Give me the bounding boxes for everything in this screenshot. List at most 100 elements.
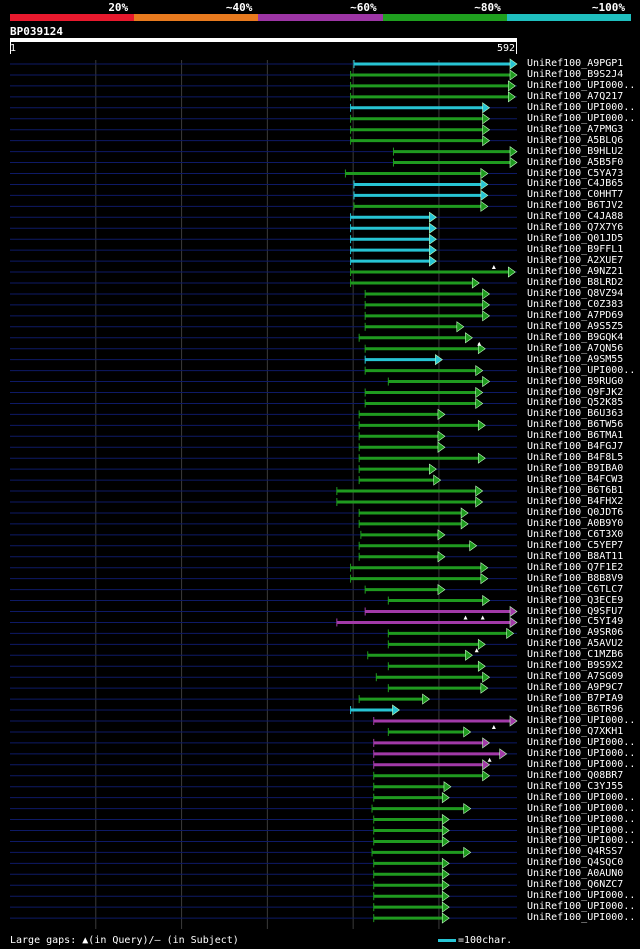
hit-label[interactable]: UniRef100_Q3ECE9 — [527, 594, 624, 606]
hit-label[interactable]: UniRef100_B4FCW3 — [527, 474, 624, 486]
hit-end-arrow — [482, 299, 491, 311]
hit-label[interactable]: UniRef100_Q7XKH1 — [527, 725, 624, 737]
hit-label[interactable]: UniRef100_UPI000.. — [527, 824, 636, 836]
hit-label[interactable]: UniRef100_B6TMA1 — [527, 430, 624, 442]
gap-marker — [491, 265, 496, 270]
hit-label[interactable]: UniRef100_Q6NZC7 — [527, 879, 624, 891]
hit-label[interactable]: UniRef100_UPI000.. — [527, 901, 636, 913]
hit-label[interactable]: UniRef100_Q8VZ94 — [527, 287, 624, 299]
hit-label[interactable]: UniRef100_UPI000.. — [527, 835, 636, 847]
hit-label[interactable]: UniRef100_UPI000.. — [527, 101, 636, 113]
hit-label[interactable]: UniRef100_UPI000.. — [527, 802, 636, 814]
hit-label[interactable]: UniRef100_B4FGJ7 — [527, 441, 624, 453]
hit-label[interactable]: UniRef100_UPI000.. — [527, 791, 636, 803]
hit-label[interactable]: UniRef100_A7QN56 — [527, 342, 624, 354]
hit-label[interactable]: UniRef100_C4JB65 — [527, 178, 624, 190]
hit-label[interactable]: UniRef100_Q01JD5 — [527, 233, 624, 245]
hit-end-arrow — [475, 386, 484, 399]
hit-label[interactable]: UniRef100_C5YI49 — [527, 616, 624, 628]
hit-label[interactable]: UniRef100_A9P9C7 — [527, 682, 624, 694]
hit-label[interactable]: UniRef100_UPI000.. — [527, 79, 636, 91]
hit-label[interactable]: UniRef100_Q0JDT6 — [527, 506, 624, 518]
hit-label[interactable]: UniRef100_A7PD69 — [527, 309, 624, 321]
hit-label[interactable]: UniRef100_B9RUG0 — [527, 375, 624, 387]
hit-label[interactable]: UniRef100_A9S5Z5 — [527, 320, 624, 332]
hit-label[interactable]: UniRef100_A9NZ21 — [527, 266, 624, 278]
hit-label[interactable]: UniRef100_UPI000.. — [527, 736, 636, 748]
hit-label[interactable]: UniRef100_A7Q217 — [527, 90, 624, 102]
hit-end-arrow — [477, 419, 486, 431]
hit-label[interactable]: UniRef100_B6TR96 — [527, 704, 624, 716]
hit-label[interactable]: UniRef100_A2XUE7 — [527, 255, 624, 267]
hit-label[interactable]: UniRef100_B9GQK4 — [527, 331, 624, 343]
legend-in-subject: /— (in Subject) — [148, 935, 239, 946]
hit-end-arrow — [441, 868, 450, 880]
hit-label[interactable]: UniRef100_C5YA73 — [527, 167, 624, 179]
hit-label[interactable]: UniRef100_Q7X7Y6 — [527, 222, 624, 234]
hit-label[interactable]: UniRef100_A0AUN0 — [527, 868, 624, 880]
hit-label[interactable]: UniRef100_A5BLQ6 — [527, 134, 624, 146]
scale-label: ~60% — [350, 1, 377, 14]
legend-scale: =100char. — [438, 935, 512, 946]
hit-label[interactable]: UniRef100_UPI000.. — [527, 758, 636, 770]
hit-end-arrow — [480, 573, 489, 585]
hit-label[interactable]: UniRef100_A7PMG3 — [527, 123, 624, 135]
hit-label[interactable]: UniRef100_UPI000.. — [527, 813, 636, 825]
hit-label[interactable]: UniRef100_B4FHX2 — [527, 496, 624, 507]
hit-label[interactable]: UniRef100_UPI000.. — [527, 364, 636, 376]
hit-label[interactable]: UniRef100_A0B9Y0 — [527, 517, 624, 529]
hit-label[interactable]: UniRef100_A9PGP1 — [527, 58, 624, 69]
hit-label[interactable]: UniRef100_B9HLU2 — [527, 145, 624, 157]
hit-label[interactable]: UniRef100_B9S2J4 — [527, 68, 624, 80]
hit-label[interactable]: UniRef100_UPI000.. — [527, 912, 636, 924]
hit-end-arrow — [482, 288, 491, 300]
hit-label[interactable]: UniRef100_Q4SQC0 — [527, 857, 624, 869]
hit-label[interactable]: UniRef100_UPI000.. — [527, 747, 636, 759]
scale-segment — [506, 14, 631, 21]
hit-label[interactable]: UniRef100_B9FFL1 — [527, 244, 624, 256]
hit-label[interactable]: UniRef100_C0HHT7 — [527, 189, 624, 201]
hit-label[interactable]: UniRef100_B4F8L5 — [527, 452, 624, 464]
hit-label[interactable]: UniRef100_B6TJV2 — [527, 200, 624, 212]
hit-label[interactable]: UniRef100_Q52K85 — [527, 397, 624, 409]
hit-label[interactable]: UniRef100_C4JA88 — [527, 211, 624, 223]
hit-label[interactable]: UniRef100_A9SM55 — [527, 353, 624, 365]
hit-label[interactable]: UniRef100_A7SG09 — [527, 671, 624, 683]
hit-label[interactable]: UniRef100_Q4RSS7 — [527, 846, 624, 858]
hit-label[interactable]: UniRef100_B6U363 — [527, 408, 624, 420]
ruler-end-label: 592 — [496, 43, 515, 54]
hit-label[interactable]: UniRef100_C6T3X0 — [527, 528, 624, 540]
hit-label[interactable]: UniRef100_Q7F1E2 — [527, 561, 624, 573]
hit-label[interactable]: UniRef100_C5YEP7 — [527, 539, 624, 551]
hit-label[interactable]: UniRef100_C0Z383 — [527, 298, 624, 310]
hit-label[interactable]: UniRef100_Q9SFU7 — [527, 605, 624, 617]
hit-end-arrow — [441, 890, 450, 902]
hit-end-arrow — [465, 649, 473, 661]
hit-label[interactable]: UniRef100_Q9FJK2 — [527, 386, 624, 398]
hit-label[interactable]: UniRef100_A5B5F0 — [527, 156, 624, 168]
hit-label[interactable]: UniRef100_B6T6B1 — [527, 485, 624, 497]
scale-segment — [134, 14, 259, 21]
hit-label[interactable]: UniRef100_C1MZB6 — [527, 649, 624, 661]
hit-label[interactable]: UniRef100_C3YJ55 — [527, 780, 624, 792]
hit-label[interactable]: UniRef100_Q08BR7 — [527, 769, 624, 781]
hit-label[interactable]: UniRef100_B8B8V9 — [527, 572, 624, 584]
hit-end-arrow — [509, 58, 518, 70]
hit-label[interactable]: UniRef100_A9SR06 — [527, 627, 624, 639]
hit-end-arrow — [482, 102, 491, 114]
hit-label[interactable]: UniRef100_UPI000.. — [527, 715, 636, 726]
hit-label[interactable]: UniRef100_B7PIA9 — [527, 693, 624, 705]
gap-marker — [477, 341, 482, 346]
hit-label[interactable]: UniRef100_UPI000.. — [527, 112, 636, 124]
hit-end-arrow — [482, 594, 491, 607]
hit-label[interactable]: UniRef100_B8LRD2 — [527, 277, 624, 288]
hit-label[interactable]: UniRef100_A5AVU2 — [527, 638, 624, 650]
hit-end-arrow — [392, 704, 400, 716]
hit-label[interactable]: UniRef100_B9S9X2 — [527, 660, 624, 672]
hit-label[interactable]: UniRef100_C6TLC7 — [527, 583, 624, 595]
hit-label[interactable]: UniRef100_UPI000.. — [527, 890, 636, 902]
hit-label[interactable]: UniRef100_B9IBA0 — [527, 463, 624, 475]
hit-label[interactable]: UniRef100_B6TW56 — [527, 419, 624, 431]
hit-end-arrow — [435, 354, 443, 366]
hit-label[interactable]: UniRef100_B8AT11 — [527, 550, 624, 562]
